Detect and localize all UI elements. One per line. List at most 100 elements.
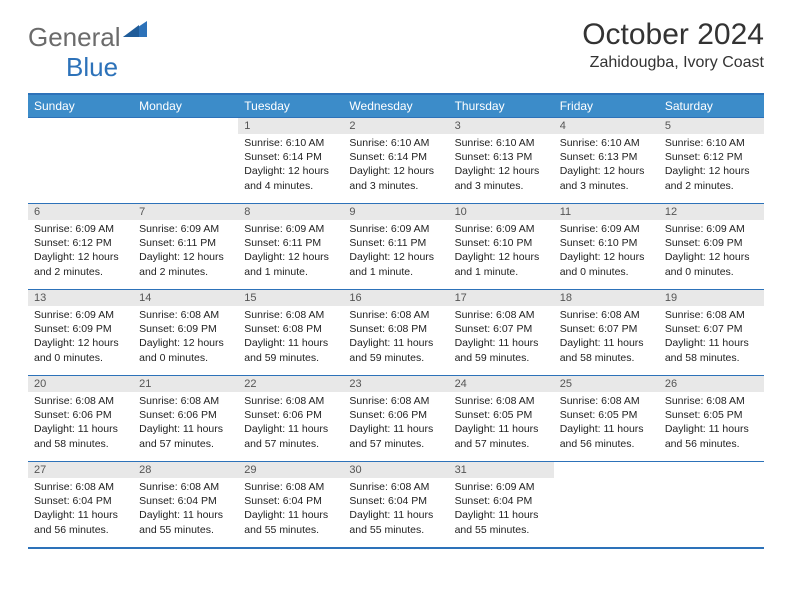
calendar-day-cell: 12Sunrise: 6:09 AMSunset: 6:09 PMDayligh…	[659, 204, 764, 290]
calendar-day-cell: 19Sunrise: 6:08 AMSunset: 6:07 PMDayligh…	[659, 290, 764, 376]
day-number: 28	[133, 462, 238, 478]
calendar-day-cell: 13Sunrise: 6:09 AMSunset: 6:09 PMDayligh…	[28, 290, 133, 376]
weekday-header: Tuesday	[238, 94, 343, 118]
weekday-header: Thursday	[449, 94, 554, 118]
day-info: Sunrise: 6:08 AMSunset: 6:04 PMDaylight:…	[343, 478, 448, 541]
day-number: 6	[28, 204, 133, 220]
day-number: 19	[659, 290, 764, 306]
day-number: 3	[449, 118, 554, 134]
calendar-day-cell: 15Sunrise: 6:08 AMSunset: 6:08 PMDayligh…	[238, 290, 343, 376]
day-info: Sunrise: 6:08 AMSunset: 6:04 PMDaylight:…	[28, 478, 133, 541]
day-number: 18	[554, 290, 659, 306]
calendar-day-cell	[133, 118, 238, 204]
calendar-week-row: 13Sunrise: 6:09 AMSunset: 6:09 PMDayligh…	[28, 290, 764, 376]
day-info: Sunrise: 6:09 AMSunset: 6:11 PMDaylight:…	[238, 220, 343, 283]
day-info	[133, 134, 238, 140]
calendar-day-cell: 17Sunrise: 6:08 AMSunset: 6:07 PMDayligh…	[449, 290, 554, 376]
calendar-day-cell: 23Sunrise: 6:08 AMSunset: 6:06 PMDayligh…	[343, 376, 448, 462]
day-number: 23	[343, 376, 448, 392]
calendar-day-cell: 27Sunrise: 6:08 AMSunset: 6:04 PMDayligh…	[28, 462, 133, 548]
day-info: Sunrise: 6:08 AMSunset: 6:05 PMDaylight:…	[554, 392, 659, 455]
calendar-day-cell: 2Sunrise: 6:10 AMSunset: 6:14 PMDaylight…	[343, 118, 448, 204]
calendar-day-cell: 24Sunrise: 6:08 AMSunset: 6:05 PMDayligh…	[449, 376, 554, 462]
calendar-week-row: 1Sunrise: 6:10 AMSunset: 6:14 PMDaylight…	[28, 118, 764, 204]
weekday-header-row: Sunday Monday Tuesday Wednesday Thursday…	[28, 94, 764, 118]
calendar-day-cell: 3Sunrise: 6:10 AMSunset: 6:13 PMDaylight…	[449, 118, 554, 204]
day-number: 31	[449, 462, 554, 478]
calendar-day-cell: 20Sunrise: 6:08 AMSunset: 6:06 PMDayligh…	[28, 376, 133, 462]
calendar-day-cell: 7Sunrise: 6:09 AMSunset: 6:11 PMDaylight…	[133, 204, 238, 290]
day-number: 12	[659, 204, 764, 220]
day-number: 20	[28, 376, 133, 392]
day-number: 21	[133, 376, 238, 392]
day-number: 5	[659, 118, 764, 134]
day-info: Sunrise: 6:09 AMSunset: 6:11 PMDaylight:…	[133, 220, 238, 283]
day-number: 8	[238, 204, 343, 220]
day-number: 1	[238, 118, 343, 134]
day-number: 29	[238, 462, 343, 478]
day-number: 14	[133, 290, 238, 306]
calendar-day-cell: 21Sunrise: 6:08 AMSunset: 6:06 PMDayligh…	[133, 376, 238, 462]
location: Zahidougba, Ivory Coast	[582, 54, 764, 72]
calendar-day-cell	[659, 462, 764, 548]
day-info: Sunrise: 6:08 AMSunset: 6:08 PMDaylight:…	[238, 306, 343, 369]
calendar-day-cell: 4Sunrise: 6:10 AMSunset: 6:13 PMDaylight…	[554, 118, 659, 204]
day-info: Sunrise: 6:10 AMSunset: 6:14 PMDaylight:…	[238, 134, 343, 197]
calendar-day-cell: 6Sunrise: 6:09 AMSunset: 6:12 PMDaylight…	[28, 204, 133, 290]
calendar-day-cell: 25Sunrise: 6:08 AMSunset: 6:05 PMDayligh…	[554, 376, 659, 462]
calendar-day-cell	[554, 462, 659, 548]
day-number: 24	[449, 376, 554, 392]
calendar-day-cell: 28Sunrise: 6:08 AMSunset: 6:04 PMDayligh…	[133, 462, 238, 548]
day-number: 26	[659, 376, 764, 392]
day-number: 17	[449, 290, 554, 306]
calendar-day-cell: 16Sunrise: 6:08 AMSunset: 6:08 PMDayligh…	[343, 290, 448, 376]
day-info: Sunrise: 6:10 AMSunset: 6:13 PMDaylight:…	[449, 134, 554, 197]
logo-word-blue: Blue	[66, 52, 118, 82]
calendar-day-cell: 31Sunrise: 6:09 AMSunset: 6:04 PMDayligh…	[449, 462, 554, 548]
weekday-header: Wednesday	[343, 94, 448, 118]
weekday-header: Saturday	[659, 94, 764, 118]
calendar-day-cell: 5Sunrise: 6:10 AMSunset: 6:12 PMDaylight…	[659, 118, 764, 204]
logo-triangle-icon	[123, 19, 147, 42]
day-number: 15	[238, 290, 343, 306]
day-info: Sunrise: 6:09 AMSunset: 6:09 PMDaylight:…	[28, 306, 133, 369]
calendar-week-row: 20Sunrise: 6:08 AMSunset: 6:06 PMDayligh…	[28, 376, 764, 462]
day-number: 10	[449, 204, 554, 220]
day-info: Sunrise: 6:08 AMSunset: 6:06 PMDaylight:…	[133, 392, 238, 455]
day-info: Sunrise: 6:08 AMSunset: 6:06 PMDaylight:…	[238, 392, 343, 455]
day-info: Sunrise: 6:08 AMSunset: 6:07 PMDaylight:…	[659, 306, 764, 369]
calendar-day-cell: 18Sunrise: 6:08 AMSunset: 6:07 PMDayligh…	[554, 290, 659, 376]
calendar-day-cell	[28, 118, 133, 204]
day-number: 4	[554, 118, 659, 134]
day-info: Sunrise: 6:08 AMSunset: 6:04 PMDaylight:…	[133, 478, 238, 541]
day-number: 9	[343, 204, 448, 220]
day-info: Sunrise: 6:08 AMSunset: 6:07 PMDaylight:…	[449, 306, 554, 369]
day-info: Sunrise: 6:09 AMSunset: 6:10 PMDaylight:…	[449, 220, 554, 283]
calendar-day-cell: 9Sunrise: 6:09 AMSunset: 6:11 PMDaylight…	[343, 204, 448, 290]
weekday-header: Friday	[554, 94, 659, 118]
calendar-day-cell: 29Sunrise: 6:08 AMSunset: 6:04 PMDayligh…	[238, 462, 343, 548]
day-info	[28, 134, 133, 140]
day-info: Sunrise: 6:08 AMSunset: 6:04 PMDaylight:…	[238, 478, 343, 541]
day-info	[659, 478, 764, 484]
day-info: Sunrise: 6:09 AMSunset: 6:11 PMDaylight:…	[343, 220, 448, 283]
logo: General	[28, 24, 147, 50]
day-number: 11	[554, 204, 659, 220]
day-number: 25	[554, 376, 659, 392]
day-info: Sunrise: 6:08 AMSunset: 6:08 PMDaylight:…	[343, 306, 448, 369]
calendar-day-cell: 14Sunrise: 6:08 AMSunset: 6:09 PMDayligh…	[133, 290, 238, 376]
day-number: 2	[343, 118, 448, 134]
day-info: Sunrise: 6:08 AMSunset: 6:09 PMDaylight:…	[133, 306, 238, 369]
weekday-header: Sunday	[28, 94, 133, 118]
day-number: 13	[28, 290, 133, 306]
day-number: 22	[238, 376, 343, 392]
calendar-day-cell: 1Sunrise: 6:10 AMSunset: 6:14 PMDaylight…	[238, 118, 343, 204]
day-info: Sunrise: 6:08 AMSunset: 6:07 PMDaylight:…	[554, 306, 659, 369]
calendar-week-row: 6Sunrise: 6:09 AMSunset: 6:12 PMDaylight…	[28, 204, 764, 290]
day-number: 30	[343, 462, 448, 478]
day-info	[554, 478, 659, 484]
day-info: Sunrise: 6:10 AMSunset: 6:14 PMDaylight:…	[343, 134, 448, 197]
day-info: Sunrise: 6:09 AMSunset: 6:10 PMDaylight:…	[554, 220, 659, 283]
day-info: Sunrise: 6:09 AMSunset: 6:09 PMDaylight:…	[659, 220, 764, 283]
calendar-week-row: 27Sunrise: 6:08 AMSunset: 6:04 PMDayligh…	[28, 462, 764, 548]
